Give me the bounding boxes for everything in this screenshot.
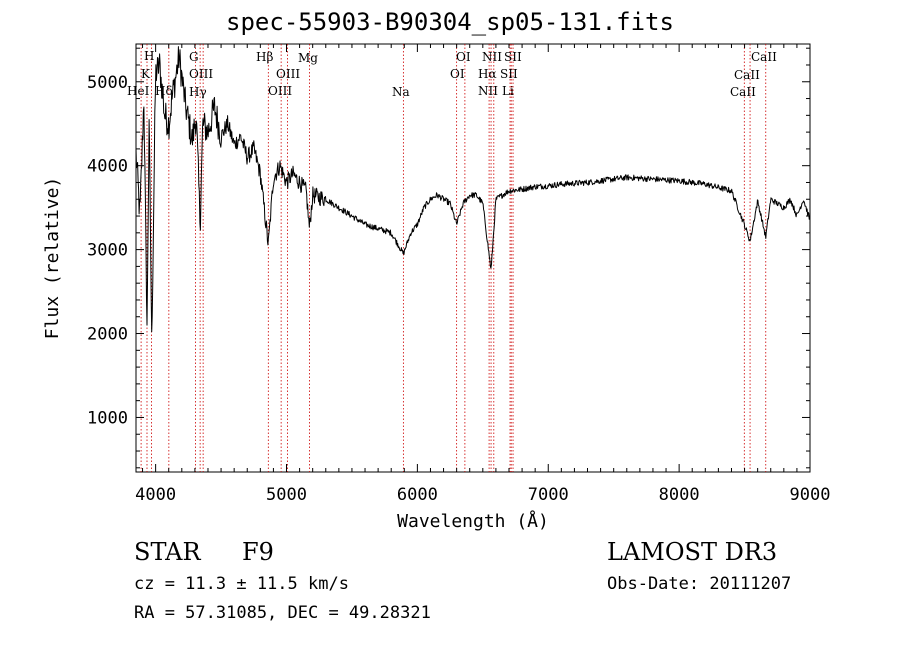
x-tick-label: 7000	[528, 485, 569, 505]
spectral-line-label: CaII	[734, 68, 760, 82]
obs-date: Obs-Date: 20111207	[607, 574, 792, 594]
spectral-subclass: F9	[242, 538, 274, 566]
spectrum-line	[135, 46, 811, 333]
spectral-line-label: NII	[482, 50, 502, 64]
spectral-line-label: H	[144, 49, 154, 63]
spectral-line-label: Li	[502, 84, 514, 98]
spectral-line-label: OIII	[268, 84, 292, 98]
y-tick-label: 5000	[87, 73, 128, 93]
spectral-line-label: CaII	[751, 50, 777, 64]
y-tick-label: 1000	[87, 408, 128, 428]
spectral-line-label: Hβ	[256, 50, 273, 64]
spectral-line-label: OIII	[189, 67, 213, 81]
y-axis-label: Flux (relative)	[42, 177, 63, 340]
coordinates: RA = 57.31085, DEC = 49.28321	[134, 603, 431, 623]
spectral-line-label: K	[141, 67, 151, 81]
x-tick-label: 4000	[135, 485, 176, 505]
spectral-line-label: Hγ	[189, 85, 207, 99]
spectral-line-label: G	[189, 50, 199, 64]
x-tick-label: 5000	[266, 485, 307, 505]
y-tick-label: 2000	[87, 325, 128, 345]
plot-frame	[135, 43, 811, 473]
y-tick-label: 4000	[87, 157, 128, 177]
y-tick-label: 3000	[87, 241, 128, 261]
spectral-line-label: Hδ	[155, 84, 173, 98]
survey-name: LAMOST DR3	[607, 538, 778, 566]
spectral-line-label: HeI	[127, 84, 150, 98]
x-tick-label: 9000	[790, 485, 831, 505]
spectral-line-label: Na	[392, 85, 410, 99]
spectral-line-label: NII	[478, 84, 498, 98]
spectral-line-label: Mg	[298, 51, 318, 65]
spectral-line-label: SII	[504, 50, 522, 64]
x-tick-label: 6000	[397, 485, 438, 505]
object-class: STAR	[134, 538, 201, 566]
spectral-line-label: SII	[500, 67, 518, 81]
x-tick-label: 8000	[659, 485, 700, 505]
spectral-line-label: OI	[450, 67, 465, 81]
chart-title: spec-55903-B90304_sp05-131.fits	[226, 8, 674, 36]
spectral-line-label: CaII	[730, 85, 756, 99]
x-axis-label: Wavelength (Å)	[397, 510, 549, 532]
spectral-line-label: Hα	[478, 67, 497, 81]
spectral-line-label: OI	[456, 50, 471, 64]
redshift-cz: cz = 11.3 ± 11.5 km/s	[134, 574, 349, 594]
spectral-line-label: OIII	[276, 67, 300, 81]
